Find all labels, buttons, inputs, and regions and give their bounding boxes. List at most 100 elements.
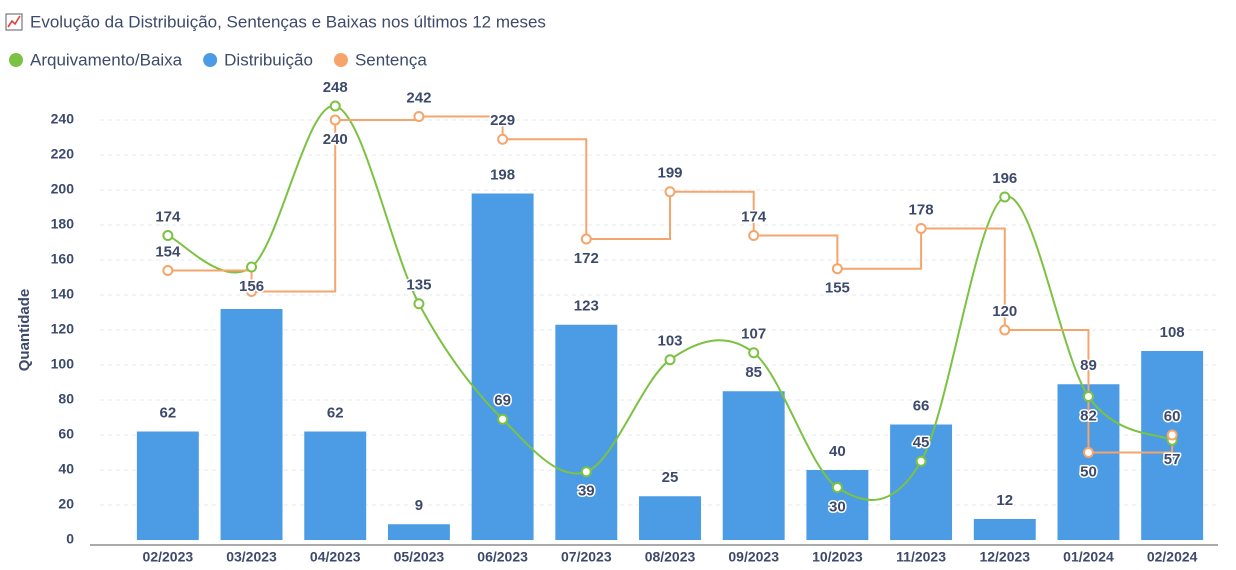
points [162, 100, 1178, 493]
point [246, 286, 258, 297]
x-tick-label: 11/2023 [896, 549, 946, 565]
bar [722, 391, 785, 540]
data-label: 39 [578, 483, 595, 500]
data-label: 108 [1160, 324, 1185, 341]
bar [806, 470, 869, 540]
y-tick-label: 200 [51, 181, 75, 197]
data-label: 123 [574, 298, 599, 315]
data-label: 60 [1164, 408, 1181, 425]
data-label: 12 [996, 492, 1013, 509]
y-tick-label: 0 [66, 531, 74, 547]
x-tick-label: 02/2024 [1147, 549, 1198, 565]
y-tick-label: 20 [58, 496, 74, 512]
data-label: 89 [1080, 357, 1097, 374]
x-tick-label: 04/2023 [310, 549, 361, 565]
point [748, 347, 760, 359]
x-tick-label: 05/2023 [394, 549, 445, 565]
data-label: 240 [323, 131, 348, 148]
x-tick-label: 03/2023 [226, 549, 277, 565]
y-tick-label: 40 [58, 461, 74, 477]
y-tick-label: 60 [58, 426, 74, 442]
labels: 174 156 248 135 69 39 103 107 30 45 196 82 57 62 62 9 19… [154, 77, 1186, 517]
data-label: 85 [745, 364, 762, 381]
data-label: 155 [825, 280, 850, 297]
data-label: 40 [829, 443, 846, 460]
bar [220, 309, 283, 540]
point [664, 354, 676, 366]
data-label: 69 [494, 392, 511, 409]
legend-label: Arquivamento/Baixa [30, 50, 183, 69]
y-tick-label: 160 [51, 251, 75, 267]
y-tick-label: 180 [51, 216, 75, 232]
data-label: 62 [160, 404, 177, 421]
y-tick-label: 120 [51, 321, 75, 337]
data-label: 242 [406, 89, 431, 106]
legend-marker [333, 53, 348, 67]
bar [973, 519, 1036, 540]
y-tick-label: 240 [51, 111, 75, 127]
y-tick-label: 140 [51, 286, 75, 302]
data-label: 25 [662, 469, 679, 486]
data-label: 172 [574, 250, 599, 267]
data-label: 229 [490, 112, 515, 129]
data-label: 156 [239, 278, 264, 295]
data-label: 199 [657, 165, 682, 182]
legend-label: Sentença [355, 50, 427, 69]
x-tick-label: 06/2023 [477, 549, 528, 565]
point [1082, 447, 1094, 458]
x-tick-label: 08/2023 [645, 549, 696, 565]
y-tick-label: 100 [51, 356, 75, 372]
chart-title: Evolução da Distribuição, Sentenças e Ba… [30, 12, 546, 31]
bar [471, 193, 534, 540]
data-label: 82 [1080, 407, 1097, 424]
point [999, 191, 1011, 203]
bar [136, 431, 199, 540]
data-label: 135 [406, 277, 431, 294]
x-tick-label: 07/2023 [561, 549, 612, 565]
point [413, 298, 425, 310]
point [831, 263, 843, 275]
data-label: 174 [155, 208, 181, 225]
data-label: 174 [741, 208, 767, 225]
data-label: 120 [992, 303, 1017, 320]
y-tick-label: 80 [58, 391, 74, 407]
point [246, 261, 258, 273]
x-tick-label: 01/2024 [1063, 549, 1114, 565]
point [915, 223, 927, 234]
x-tick-label: 02/2023 [143, 549, 194, 565]
data-label: 62 [327, 404, 344, 421]
data-label: 30 [829, 498, 846, 515]
bar [387, 524, 450, 540]
data-label: 57 [1164, 451, 1181, 468]
bars [136, 193, 1204, 540]
point [580, 233, 592, 245]
data-label: 103 [657, 333, 682, 350]
x-tick-label: 09/2023 [728, 549, 779, 565]
data-label: 45 [913, 434, 930, 451]
point [162, 265, 174, 276]
point [580, 466, 592, 478]
y-tick-label: 220 [51, 146, 75, 162]
bar [555, 324, 618, 540]
bar [639, 496, 701, 540]
data-label: 178 [909, 201, 934, 218]
x-tick-label: 12/2023 [979, 549, 1030, 565]
point [831, 482, 843, 493]
data-label: 9 [415, 497, 423, 514]
legend-label: Distribuição [224, 50, 313, 69]
point [497, 133, 509, 145]
data-label: 198 [490, 166, 515, 183]
point [1166, 429, 1178, 441]
point [329, 100, 341, 112]
title-icon [5, 13, 23, 31]
y-axis-label: Quantidade [16, 289, 33, 372]
point [1082, 391, 1094, 402]
legend-marker [9, 53, 23, 67]
data-label: 154 [155, 243, 181, 260]
point [497, 413, 509, 425]
bar [890, 424, 953, 540]
data-label: 50 [1080, 463, 1097, 480]
data-label: 66 [913, 397, 930, 414]
data-label: 196 [992, 170, 1017, 187]
